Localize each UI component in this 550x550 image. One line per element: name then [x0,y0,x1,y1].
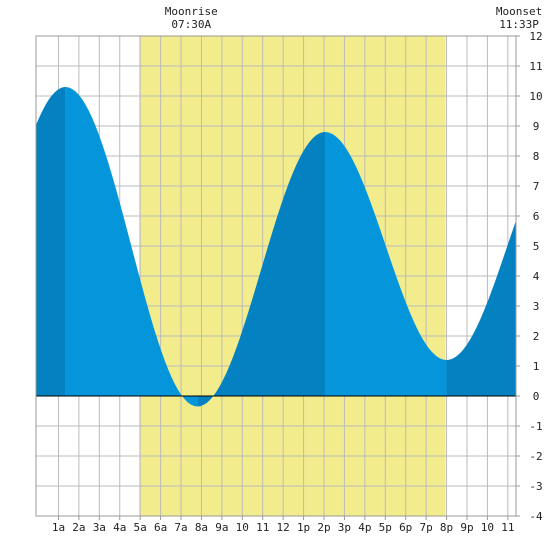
x-tick-label: 12 [277,521,290,534]
tide-rising-area [36,87,66,396]
x-tick-label: 5a [134,521,147,534]
y-tick-label: 2 [533,330,540,343]
y-tick-label: 7 [533,180,540,193]
x-tick-label: 9p [460,521,473,534]
plot-area [35,35,517,517]
moon-event-label: Moonrise [165,5,218,18]
y-tick-label: 12 [529,30,542,43]
x-tick-label: 1p [297,521,310,534]
x-tick-label: 1a [52,521,65,534]
x-tick-label: 10 [481,521,494,534]
y-tick-label: 10 [529,90,542,103]
x-tick-label: 11 [256,521,269,534]
y-tick-label: -1 [529,420,542,433]
moon-event-time: 11:33P [499,18,539,31]
y-tick-label: 1 [533,360,540,373]
y-tick-label: 4 [533,270,540,283]
y-tick-label: 11 [529,60,542,73]
tide-areas [36,87,516,407]
tide-falling-area [65,87,198,407]
y-tick-label: 9 [533,120,540,133]
y-tick-label: 6 [533,210,540,223]
x-tick-label: 4a [113,521,126,534]
x-tick-label: 6p [399,521,412,534]
tide-rising-area [197,132,326,407]
x-tick-label: 9a [215,521,228,534]
x-tick-label: 2p [317,521,330,534]
y-tick-label: -2 [529,450,542,463]
x-tick-label: 11 [501,521,514,534]
y-tick-label: 0 [533,390,540,403]
x-tick-label: 5p [379,521,392,534]
tide-rising-area [446,220,516,396]
x-tick-label: 3a [93,521,106,534]
moon-event-time: 07:30A [171,18,211,31]
tide-falling-area [325,132,447,396]
y-tick-label: 3 [533,300,540,313]
x-tick-label: 4p [358,521,371,534]
y-tick-label: 5 [533,240,540,253]
x-tick-label: 6a [154,521,167,534]
moon-event-label: Moonset [496,5,542,18]
x-tick-label: 7p [420,521,433,534]
y-tick-label: 8 [533,150,540,163]
x-tick-label: 3p [338,521,351,534]
y-tick-label: -3 [529,480,542,493]
x-tick-label: 10 [236,521,249,534]
x-axis: 1a 2a 3a 4a 5a 6a 7a 8a 9a 10 11 12 1p 2p 3p 4p 5p 6p 7p 8p… [52,516,514,534]
x-tick-label: 7a [174,521,187,534]
y-tick-label: -4 [529,510,543,523]
x-tick-label: 8a [195,521,208,534]
x-tick-label: 2a [72,521,85,534]
x-tick-label: 8p [440,521,453,534]
